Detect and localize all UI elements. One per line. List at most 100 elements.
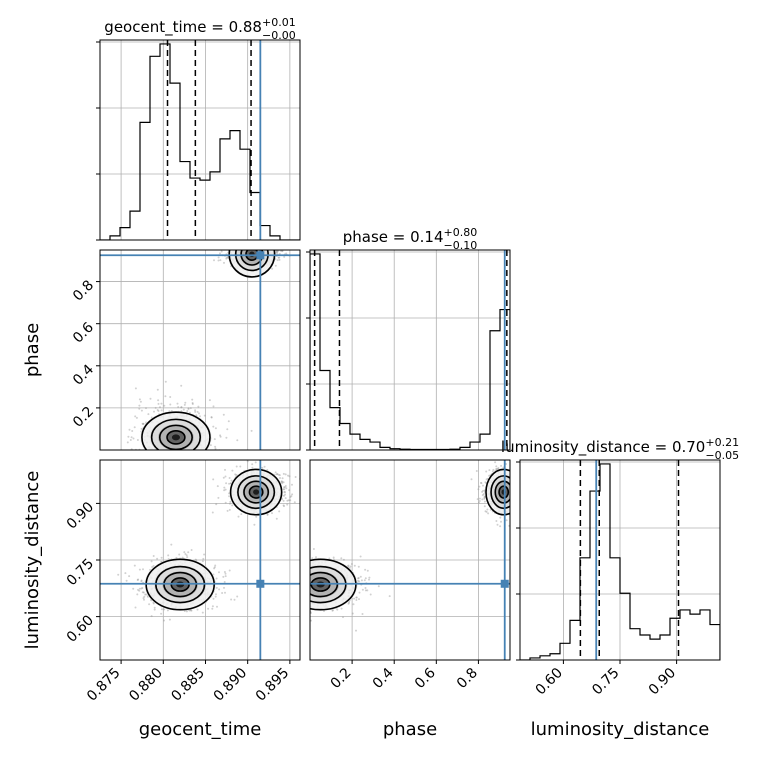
- sample-point: [153, 608, 156, 611]
- sample-point: [176, 451, 178, 453]
- sample-point: [256, 589, 258, 591]
- sample-point: [478, 500, 481, 502]
- sample-point: [516, 502, 518, 504]
- sample-point: [303, 566, 305, 568]
- sample-point: [291, 569, 293, 571]
- sample-point: [92, 477, 94, 479]
- sample-point: [193, 452, 195, 454]
- sample-point: [515, 488, 517, 490]
- sample-point: [478, 497, 481, 500]
- sample-point: [209, 476, 211, 478]
- sample-point: [236, 439, 239, 442]
- sample-point: [514, 493, 516, 495]
- sample-point: [194, 410, 197, 413]
- sample-point: [511, 518, 513, 520]
- sample-point: [191, 451, 193, 453]
- sample-point: [224, 501, 227, 504]
- sample-point: [276, 564, 278, 566]
- sample-point: [286, 575, 288, 577]
- sample-point: [305, 589, 307, 591]
- title-main: geocent_time = 0.88: [104, 18, 262, 37]
- sample-point: [296, 589, 298, 591]
- sample-point: [511, 486, 513, 488]
- sample-point: [296, 567, 298, 569]
- sample-point: [283, 486, 285, 489]
- sample-point: [179, 464, 181, 466]
- sample-point: [209, 467, 211, 469]
- sample-point: [527, 476, 529, 478]
- sample-point: [138, 462, 140, 464]
- sample-point: [128, 575, 131, 578]
- sample-point: [225, 256, 228, 259]
- sample-point: [182, 462, 184, 464]
- sample-point: [220, 462, 222, 464]
- title-minus: −0.05: [705, 449, 739, 462]
- sample-point: [511, 489, 513, 491]
- sample-point: [240, 247, 242, 249]
- sample-point: [267, 245, 269, 247]
- sample-point: [196, 452, 198, 454]
- sample-point: [252, 244, 254, 246]
- sample-point: [515, 498, 517, 500]
- sample-point: [219, 450, 221, 452]
- sample-point: [165, 463, 167, 465]
- sample-point: [483, 496, 486, 498]
- sample-point: [211, 511, 214, 514]
- sample-point: [167, 456, 169, 458]
- sample-point: [166, 461, 168, 463]
- sample-point: [240, 246, 242, 248]
- sample-point: [275, 517, 278, 520]
- title-main: phase = 0.14: [343, 228, 444, 246]
- sample-point: [228, 482, 231, 485]
- sample-point: [528, 483, 530, 485]
- sample-point: [280, 480, 283, 483]
- y-axis-label: phase: [22, 323, 43, 377]
- sample-point: [254, 246, 256, 248]
- sample-point: [235, 473, 238, 476]
- sample-point: [304, 570, 306, 572]
- sample-point: [296, 597, 298, 599]
- contour-line: [234, 250, 269, 272]
- hist-phase: [310, 250, 510, 450]
- sample-point: [274, 264, 277, 267]
- sample-point: [476, 498, 479, 501]
- sample-point: [254, 245, 256, 247]
- sample-point: [482, 489, 485, 492]
- sample-point: [293, 590, 295, 592]
- sample-point: [288, 475, 291, 478]
- sample-point: [246, 248, 248, 250]
- sample-point: [217, 463, 219, 465]
- sample-point: [342, 616, 344, 619]
- sample-point: [261, 243, 263, 245]
- sample-point: [294, 591, 296, 593]
- sample-point: [515, 518, 517, 520]
- sample-point: [311, 557, 314, 560]
- sample-point: [135, 416, 138, 419]
- sample-point: [522, 495, 524, 497]
- sample-point: [175, 490, 177, 492]
- sample-point: [304, 566, 306, 568]
- y-tick-label: 0.75: [64, 556, 97, 589]
- sample-point: [164, 395, 167, 398]
- sample-point: [295, 585, 297, 587]
- sample-point: [303, 559, 305, 561]
- sample-point: [188, 463, 190, 465]
- sample-point: [184, 452, 186, 454]
- sample-point: [145, 407, 147, 410]
- sample-point: [281, 250, 283, 253]
- sample-point: [484, 481, 487, 484]
- sample-point: [194, 558, 197, 561]
- sample-point: [210, 476, 212, 478]
- sample-point: [516, 482, 518, 484]
- sample-point: [154, 468, 156, 470]
- y-tick-label: 0.60: [64, 612, 97, 645]
- sample-point: [512, 492, 514, 494]
- sample-point: [292, 587, 294, 589]
- sample-point: [282, 504, 285, 507]
- sample-point: [511, 480, 513, 482]
- sample-point: [159, 464, 161, 466]
- sample-point: [287, 499, 290, 502]
- sample-point: [262, 247, 264, 249]
- sample-point: [264, 247, 266, 249]
- sample-point: [350, 563, 353, 565]
